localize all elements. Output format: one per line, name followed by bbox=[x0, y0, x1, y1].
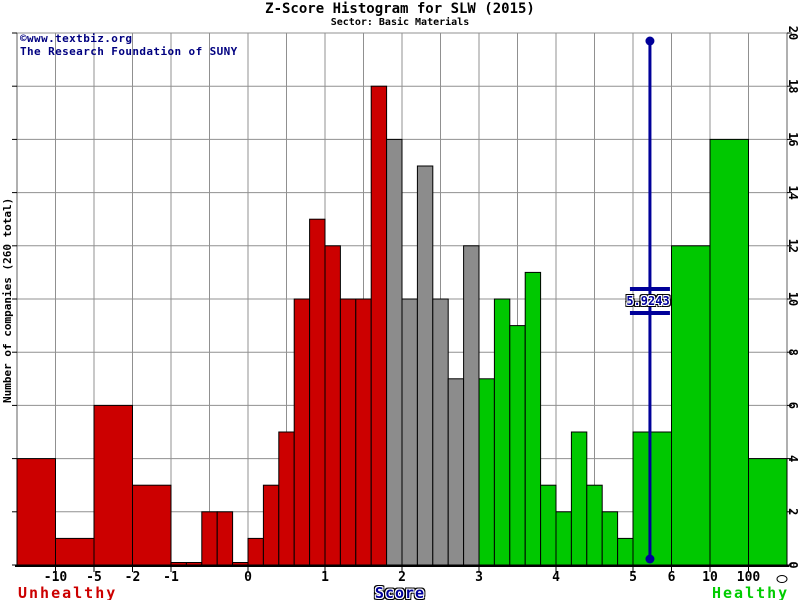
histogram-bar bbox=[509, 325, 526, 566]
axis-end-ellipse bbox=[776, 575, 788, 583]
chart-title: Z-Score Histogram for SLW (2015) bbox=[265, 1, 535, 17]
unhealthy-label: Unhealthy bbox=[18, 584, 118, 600]
x-tick-label: 100 bbox=[737, 570, 761, 585]
histogram-bar bbox=[748, 458, 788, 566]
x-tick-label: -1 bbox=[163, 570, 179, 585]
histogram-bar bbox=[278, 431, 295, 566]
x-tick-label: 0 bbox=[244, 570, 252, 585]
marker-bottom-dot bbox=[645, 554, 655, 564]
y-tick-label: 14 bbox=[786, 185, 800, 199]
histogram-bar bbox=[247, 537, 264, 566]
x-axis-label: Score bbox=[374, 584, 426, 600]
x-tick-label: 4 bbox=[552, 570, 560, 585]
y-tick-label: 10 bbox=[786, 292, 800, 306]
histogram-bar bbox=[170, 562, 187, 566]
y-tick-label: 0 bbox=[786, 561, 800, 568]
histogram-bar bbox=[232, 562, 249, 566]
marker-value-label: 5.9243 bbox=[626, 294, 670, 308]
histogram-bar bbox=[524, 271, 542, 566]
histogram-bar bbox=[309, 218, 326, 566]
x-tick-label: 3 bbox=[475, 570, 483, 585]
histogram-bar bbox=[201, 511, 218, 566]
histogram-bar bbox=[586, 484, 603, 566]
y-tick-label: 20 bbox=[786, 26, 800, 40]
histogram-bar bbox=[216, 511, 234, 566]
histogram-bar bbox=[370, 85, 388, 566]
histogram-bar bbox=[570, 431, 588, 566]
histogram-bar bbox=[493, 298, 511, 566]
x-tick-label: -5 bbox=[86, 570, 102, 585]
y-tick-label: 8 bbox=[786, 349, 800, 356]
histogram-bar bbox=[416, 165, 434, 566]
histogram-bar bbox=[339, 298, 357, 566]
x-tick-label: 5 bbox=[629, 570, 637, 585]
y-axis-label: Number of companies (260 total) bbox=[1, 197, 14, 403]
histogram-bar bbox=[555, 511, 572, 566]
histogram-bar bbox=[401, 298, 418, 566]
histogram-bar bbox=[355, 298, 372, 566]
histogram-bar bbox=[55, 537, 95, 566]
histogram-bar bbox=[478, 378, 495, 566]
chart-subtitle: Sector: Basic Materials bbox=[330, 17, 470, 28]
histogram-bar bbox=[617, 537, 634, 566]
histogram-bar bbox=[185, 562, 203, 566]
y-tick-label: 4 bbox=[786, 455, 800, 462]
histogram-bar bbox=[463, 245, 480, 566]
watermark: ©www.textbiz.org The Research Foundation… bbox=[20, 32, 238, 58]
y-tick-label: 2 bbox=[786, 508, 800, 515]
histogram-bar bbox=[447, 378, 465, 566]
x-tick-label: 1 bbox=[321, 570, 329, 585]
x-tick-label: 10 bbox=[702, 570, 718, 585]
histogram-bar bbox=[432, 298, 449, 566]
healthy-label: Healthy bbox=[712, 584, 790, 600]
histogram-bar bbox=[324, 245, 341, 566]
histogram-bar bbox=[601, 511, 619, 566]
watermark-site: ©www.textbiz.org bbox=[20, 32, 133, 45]
histogram-bar bbox=[709, 138, 749, 566]
histogram-bar bbox=[16, 458, 56, 566]
x-tick-label: 6 bbox=[668, 570, 676, 585]
histogram-bar bbox=[540, 484, 557, 566]
watermark-org: The Research Foundation of SUNY bbox=[20, 45, 238, 58]
histogram-bar bbox=[671, 245, 711, 566]
histogram-bar bbox=[293, 298, 311, 566]
x-tick-label: 2 bbox=[398, 570, 406, 585]
histogram-bar bbox=[262, 484, 280, 566]
y-tick-label: 12 bbox=[786, 239, 800, 253]
x-tick-label: -10 bbox=[44, 570, 68, 585]
histogram-bar bbox=[93, 404, 133, 566]
x-tick-label: -2 bbox=[125, 570, 141, 585]
histogram-bar bbox=[132, 484, 172, 566]
marker-top-dot bbox=[645, 36, 655, 46]
histogram-bar bbox=[632, 431, 672, 566]
y-tick-label: 18 bbox=[786, 79, 800, 93]
y-tick-label: 6 bbox=[786, 402, 800, 409]
y-tick-label: 16 bbox=[786, 132, 800, 146]
histogram-bar bbox=[386, 138, 403, 566]
